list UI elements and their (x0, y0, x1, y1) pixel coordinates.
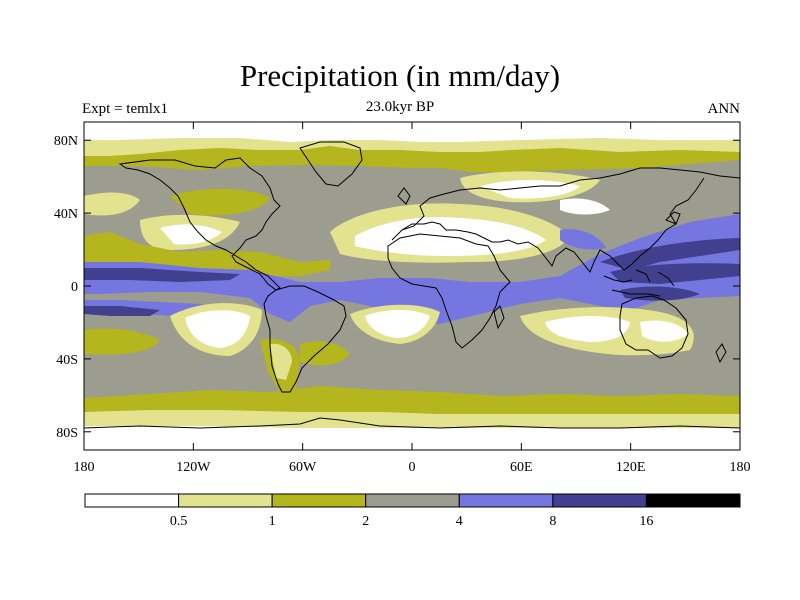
lon-tick-label: 120W (176, 460, 211, 475)
longitude-axis: 180 120W 60W 0 60E 120E 180 (74, 122, 751, 475)
maritime-continent-coast (603, 269, 675, 297)
africa-coast (387, 233, 511, 349)
polar-and-highlat-bands (84, 122, 740, 450)
colorbar-swatch (365, 493, 460, 508)
uk-coast (397, 187, 411, 205)
lat-tick-label: 0 (71, 280, 78, 295)
lat-tick-label: 40N (54, 207, 78, 222)
colorbar-swatch (84, 493, 180, 508)
colorbar-level-label: 2 (362, 514, 369, 529)
lat-tick-label: 80N (54, 134, 78, 149)
australia-coast (619, 295, 689, 359)
plot-subtitle: 23.0kyr BP (365, 99, 435, 115)
extra-tropical-bands (260, 338, 300, 392)
colorbar-level-label: 16 (639, 514, 653, 529)
southern-dry-zones (84, 303, 694, 366)
latitude-axis: 80N 40N 0 40S 80S (54, 134, 740, 441)
antarctica-coast (84, 417, 740, 429)
japan-coast (665, 211, 681, 225)
greenland-coast (299, 141, 363, 187)
coastlines (84, 141, 740, 429)
new-zealand-coast (715, 343, 727, 364)
season-label: ANN (707, 101, 741, 117)
lon-tick-label: 180 (730, 460, 751, 475)
colorbar-swatch (458, 493, 554, 508)
precipitation-field (84, 122, 740, 450)
lon-tick-label: 60W (289, 460, 317, 475)
colorbar-level-label: 0.5 (170, 514, 188, 529)
colorbar-level-label: 4 (456, 514, 463, 529)
colorbar-swatch (271, 493, 367, 508)
experiment-label: Expt = temlx1 (82, 101, 168, 117)
plot-title: Precipitation (in mm/day) (239, 58, 561, 93)
lat-tick-label: 40S (56, 353, 78, 368)
madagascar-coast (493, 305, 505, 330)
tropical-wet-bands (84, 214, 740, 324)
colorbar-swatch (645, 493, 741, 508)
colorbar-level-label: 1 (269, 514, 276, 529)
lon-tick-label: 0 (409, 460, 416, 475)
colorbar-level-label: 8 (549, 514, 556, 529)
north-america-coast (118, 157, 281, 291)
lon-tick-label: 120E (616, 460, 646, 475)
eurasia-coast (391, 167, 740, 273)
colorbar-swatch (178, 493, 273, 508)
colorbar: 0.5 1 2 4 8 16 (84, 493, 741, 529)
lat-tick-label: 80S (56, 426, 78, 441)
lon-tick-label: 60E (510, 460, 533, 475)
south-america-coast (263, 285, 347, 393)
colorbar-swatch (552, 493, 647, 508)
lon-tick-label: 180 (74, 460, 95, 475)
